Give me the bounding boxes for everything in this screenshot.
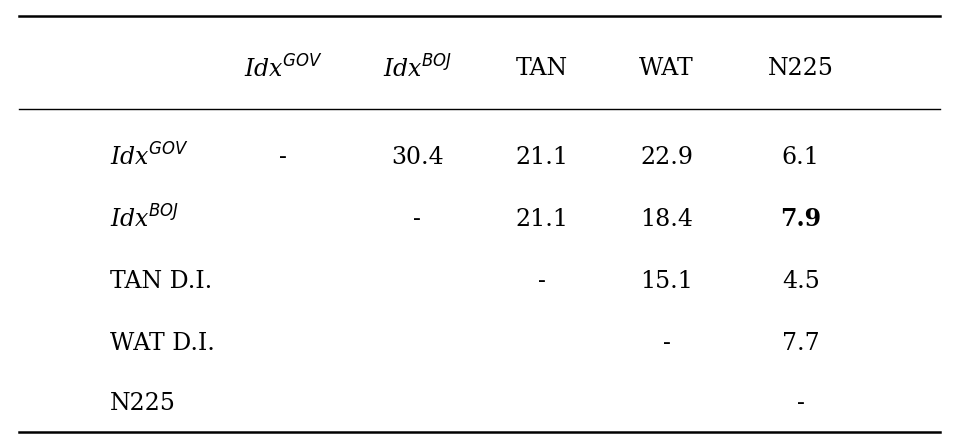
Text: 6.1: 6.1 [782, 146, 820, 169]
Text: -: - [279, 146, 287, 169]
Text: TAN: TAN [516, 57, 568, 80]
Text: N225: N225 [768, 57, 833, 80]
Text: Idx$^{BOJ}$: Idx$^{BOJ}$ [383, 55, 452, 82]
Text: Idx$^{BOJ}$: Idx$^{BOJ}$ [110, 206, 179, 233]
Text: 15.1: 15.1 [640, 270, 693, 293]
Text: -: - [797, 392, 805, 415]
Text: Idx$^{GOV}$: Idx$^{GOV}$ [244, 55, 322, 82]
Text: 18.4: 18.4 [640, 208, 693, 231]
Text: Idx$^{GOV}$: Idx$^{GOV}$ [110, 144, 189, 171]
Text: TAN D.I.: TAN D.I. [110, 270, 213, 293]
Text: 4.5: 4.5 [782, 270, 820, 293]
Text: WAT: WAT [639, 57, 694, 80]
Text: WAT D.I.: WAT D.I. [110, 332, 215, 355]
Text: 21.1: 21.1 [515, 146, 569, 169]
Text: N225: N225 [110, 392, 176, 415]
Text: -: - [413, 208, 421, 231]
Text: -: - [663, 332, 670, 355]
Text: 7.9: 7.9 [781, 207, 821, 231]
Text: 22.9: 22.9 [640, 146, 693, 169]
Text: 7.7: 7.7 [782, 332, 820, 355]
Text: 21.1: 21.1 [515, 208, 569, 231]
Text: -: - [538, 270, 546, 293]
Text: 30.4: 30.4 [390, 146, 444, 169]
